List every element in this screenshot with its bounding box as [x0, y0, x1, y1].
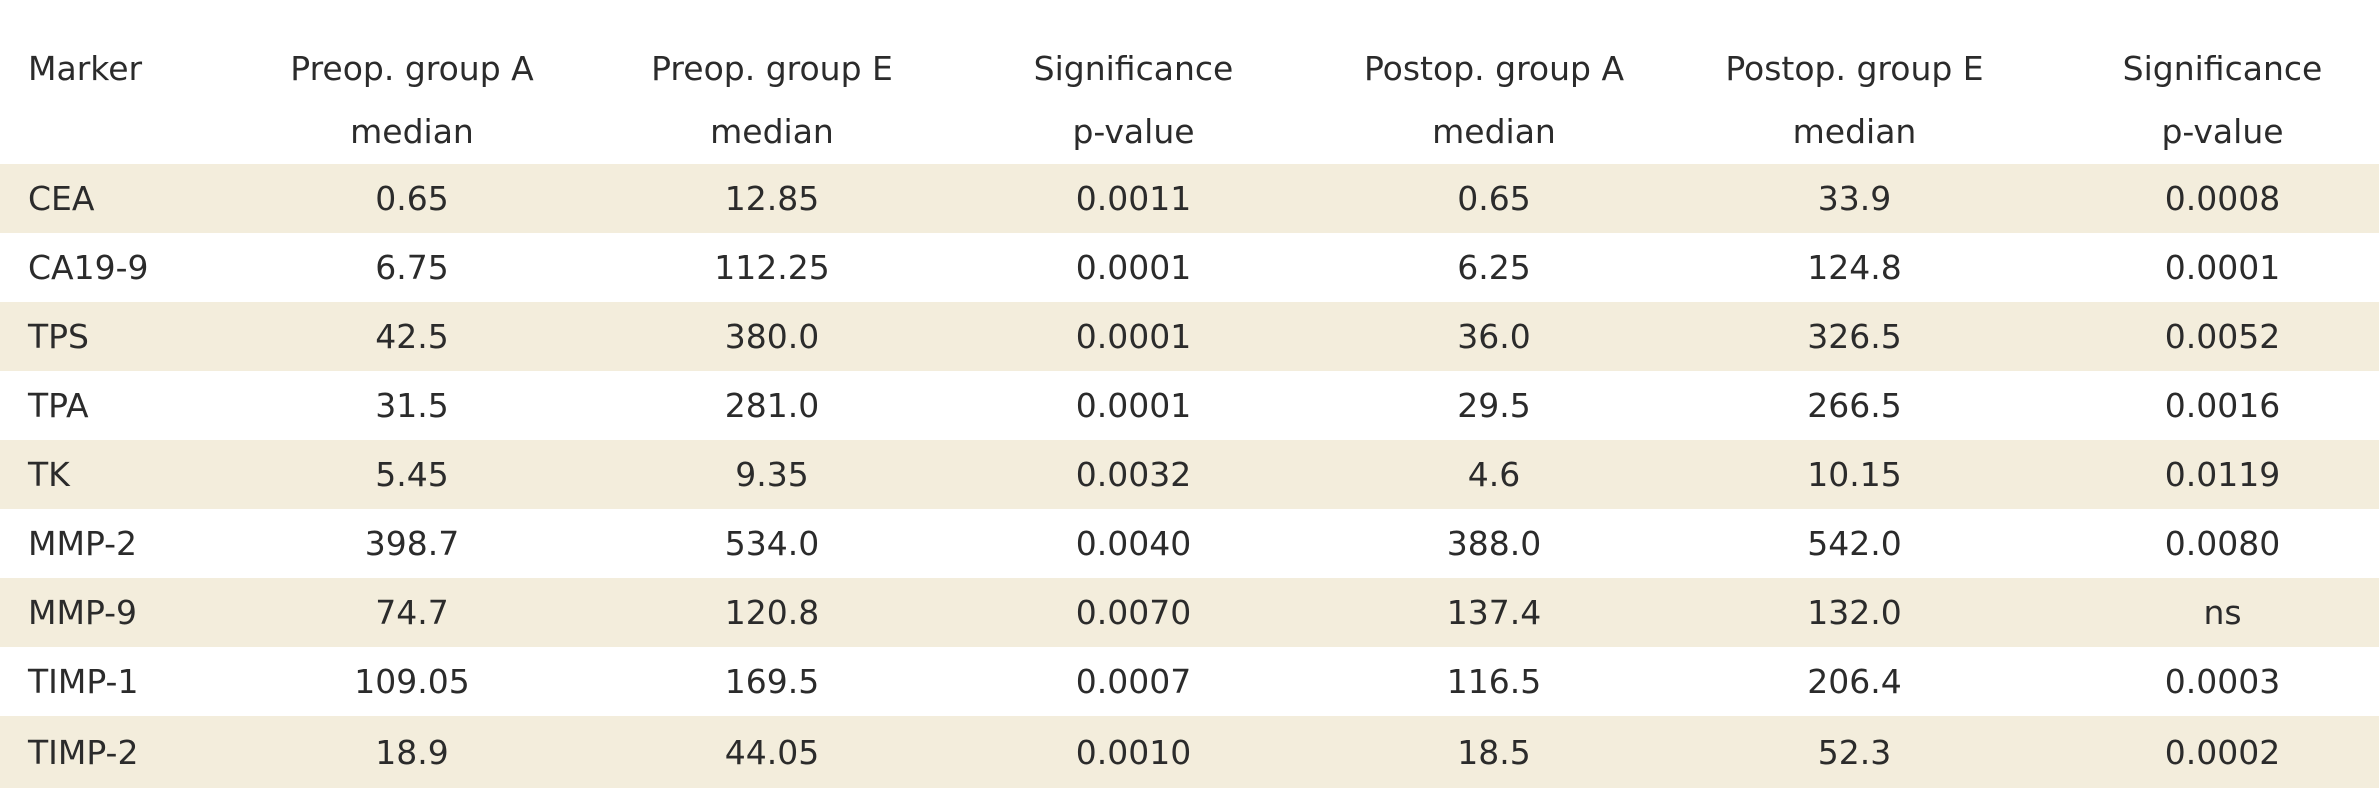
header-cell-postop-significance: Significance [2036, 0, 2379, 98]
preop-p-value-cell: 0.0007 [952, 647, 1315, 716]
preop-a-median-cell: 109.05 [232, 647, 592, 716]
header-row-bottom: median median p-value median median p-va… [0, 98, 2379, 164]
table-row: CA19-9 6.75 112.25 0.0001 6.25 124.8 0.0001 [0, 233, 2379, 302]
postop-e-median-cell: 10.15 [1673, 440, 2036, 509]
header-subcell-preop-significance: p-value [952, 98, 1315, 164]
preop-p-value-cell: 0.0032 [952, 440, 1315, 509]
preop-a-median-cell: 74.7 [232, 578, 592, 647]
postop-a-median-cell: 137.4 [1315, 578, 1673, 647]
preop-e-median-cell: 169.5 [592, 647, 952, 716]
postop-e-median-cell: 326.5 [1673, 302, 2036, 371]
preop-e-median-cell: 281.0 [592, 371, 952, 440]
header-cell-marker: Marker [0, 0, 232, 98]
postop-p-value-cell: 0.0001 [2036, 233, 2379, 302]
header-subcell-preop-a: median [232, 98, 592, 164]
preop-p-value-cell: 0.0070 [952, 578, 1315, 647]
header-cell-postop-a: Postop. group A [1315, 0, 1673, 98]
postop-a-median-cell: 36.0 [1315, 302, 1673, 371]
postop-a-median-cell: 18.5 [1315, 716, 1673, 788]
table-row: MMP-9 74.7 120.8 0.0070 137.4 132.0 ns [0, 578, 2379, 647]
postop-e-median-cell: 542.0 [1673, 509, 2036, 578]
header-row-top: Marker Preop. group A Preop. group E Sig… [0, 0, 2379, 98]
marker-cell: TPS [0, 302, 232, 371]
preop-p-value-cell: 0.0001 [952, 233, 1315, 302]
postop-p-value-cell: 0.0002 [2036, 716, 2379, 788]
postop-a-median-cell: 29.5 [1315, 371, 1673, 440]
postop-e-median-cell: 33.9 [1673, 164, 2036, 233]
preop-p-value-cell: 0.0001 [952, 371, 1315, 440]
marker-cell: MMP-2 [0, 509, 232, 578]
header-cell-preop-e: Preop. group E [592, 0, 952, 98]
marker-cell: TIMP-1 [0, 647, 232, 716]
postop-p-value-cell: ns [2036, 578, 2379, 647]
postop-a-median-cell: 116.5 [1315, 647, 1673, 716]
postop-e-median-cell: 52.3 [1673, 716, 2036, 788]
preop-e-median-cell: 112.25 [592, 233, 952, 302]
preop-a-median-cell: 6.75 [232, 233, 592, 302]
postop-e-median-cell: 124.8 [1673, 233, 2036, 302]
table-body: CEA 0.65 12.85 0.0011 0.65 33.9 0.0008 CA19-9 6.… [0, 164, 2379, 788]
preop-e-median-cell: 534.0 [592, 509, 952, 578]
postop-p-value-cell: 0.0003 [2036, 647, 2379, 716]
preop-e-median-cell: 44.05 [592, 716, 952, 788]
header-cell-preop-significance: Significance [952, 0, 1315, 98]
preop-e-median-cell: 9.35 [592, 440, 952, 509]
preop-p-value-cell: 0.0010 [952, 716, 1315, 788]
postop-p-value-cell: 0.0080 [2036, 509, 2379, 578]
header-subcell-preop-e: median [592, 98, 952, 164]
header-subcell-postop-a: median [1315, 98, 1673, 164]
postop-a-median-cell: 6.25 [1315, 233, 1673, 302]
preop-a-median-cell: 18.9 [232, 716, 592, 788]
table-row: TIMP-2 18.9 44.05 0.0010 18.5 52.3 0.0002 [0, 716, 2379, 788]
marker-cell: MMP-9 [0, 578, 232, 647]
postop-a-median-cell: 388.0 [1315, 509, 1673, 578]
header-subcell-postop-significance: p-value [2036, 98, 2379, 164]
postop-p-value-cell: 0.0119 [2036, 440, 2379, 509]
marker-cell: CEA [0, 164, 232, 233]
preop-e-median-cell: 380.0 [592, 302, 952, 371]
preop-a-median-cell: 5.45 [232, 440, 592, 509]
marker-cell: TPA [0, 371, 232, 440]
preop-e-median-cell: 120.8 [592, 578, 952, 647]
preop-a-median-cell: 0.65 [232, 164, 592, 233]
postop-e-median-cell: 132.0 [1673, 578, 2036, 647]
header-subcell-postop-e: median [1673, 98, 2036, 164]
preop-a-median-cell: 398.7 [232, 509, 592, 578]
preop-a-median-cell: 42.5 [232, 302, 592, 371]
table-header: Marker Preop. group A Preop. group E Sig… [0, 0, 2379, 164]
preop-p-value-cell: 0.0040 [952, 509, 1315, 578]
postop-e-median-cell: 266.5 [1673, 371, 2036, 440]
preop-e-median-cell: 12.85 [592, 164, 952, 233]
table-row: MMP-2 398.7 534.0 0.0040 388.0 542.0 0.0080 [0, 509, 2379, 578]
header-subcell-marker [0, 98, 232, 164]
table-row: CEA 0.65 12.85 0.0011 0.65 33.9 0.0008 [0, 164, 2379, 233]
marker-cell: TK [0, 440, 232, 509]
table-row: TIMP-1 109.05 169.5 0.0007 116.5 206.4 0.0003 [0, 647, 2379, 716]
header-cell-preop-a: Preop. group A [232, 0, 592, 98]
preop-p-value-cell: 0.0011 [952, 164, 1315, 233]
preop-p-value-cell: 0.0001 [952, 302, 1315, 371]
postop-a-median-cell: 4.6 [1315, 440, 1673, 509]
postop-p-value-cell: 0.0016 [2036, 371, 2379, 440]
preop-a-median-cell: 31.5 [232, 371, 592, 440]
table-row: TPS 42.5 380.0 0.0001 36.0 326.5 0.0052 [0, 302, 2379, 371]
table-row: TPA 31.5 281.0 0.0001 29.5 266.5 0.0016 [0, 371, 2379, 440]
postop-p-value-cell: 0.0008 [2036, 164, 2379, 233]
postop-e-median-cell: 206.4 [1673, 647, 2036, 716]
marker-cell: CA19-9 [0, 233, 232, 302]
header-cell-postop-e: Postop. group E [1673, 0, 2036, 98]
postop-a-median-cell: 0.65 [1315, 164, 1673, 233]
table-row: TK 5.45 9.35 0.0032 4.6 10.15 0.0119 [0, 440, 2379, 509]
marker-cell: TIMP-2 [0, 716, 232, 788]
postop-p-value-cell: 0.0052 [2036, 302, 2379, 371]
